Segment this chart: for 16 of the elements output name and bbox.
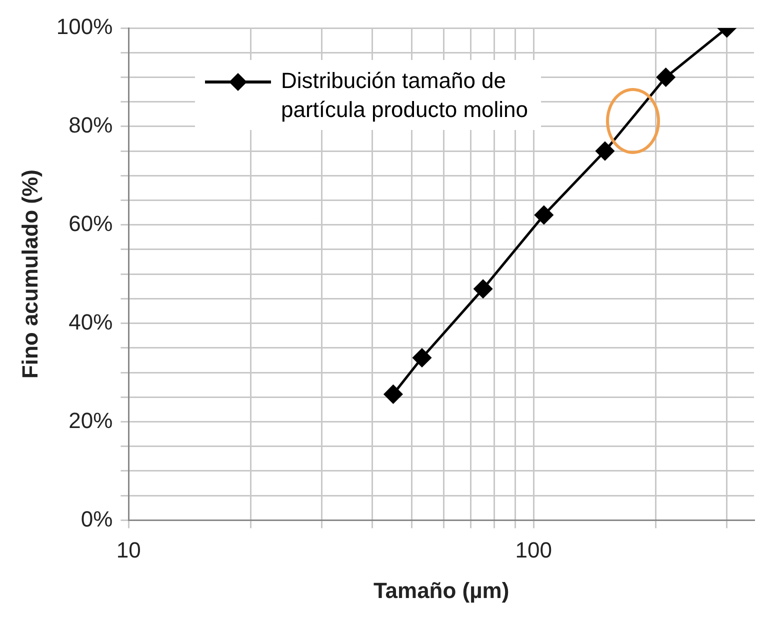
- point: [474, 280, 492, 298]
- y-axis-title: Fino acumulado (%): [17, 170, 42, 379]
- x-tick-label: 100: [515, 537, 552, 562]
- x-axis-title: Tamaño (µm): [373, 578, 510, 603]
- y-tick-label: 40%: [68, 309, 113, 334]
- point: [534, 206, 554, 224]
- y-tick-label: 80%: [68, 112, 113, 138]
- point: [596, 142, 614, 160]
- y-tick-label: 60%: [68, 210, 113, 236]
- legend-label: Distribución tamaño de partícula producto molino: [281, 67, 530, 124]
- y-tick-label: 100%: [56, 14, 113, 40]
- x-tick-label: 10: [116, 537, 141, 562]
- y-tick-label: 0%: [80, 506, 113, 532]
- point: [412, 348, 432, 368]
- point: [656, 68, 676, 86]
- y-tick-label: 20%: [68, 408, 113, 433]
